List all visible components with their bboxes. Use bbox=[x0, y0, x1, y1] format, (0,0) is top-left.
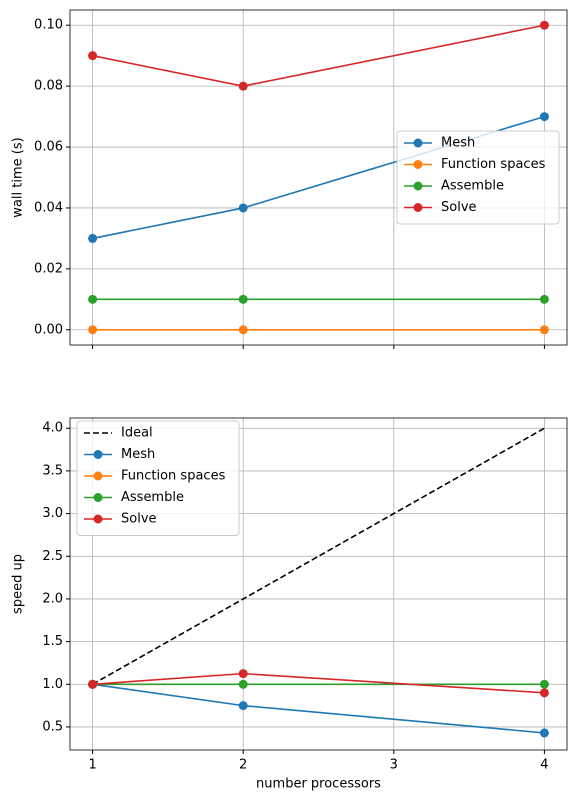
y-axis-label: speed up bbox=[11, 554, 26, 614]
data-point bbox=[238, 294, 248, 304]
legend-label: Solve bbox=[121, 512, 157, 527]
legend-box bbox=[76, 420, 240, 536]
y-tick-label: 1.0 bbox=[42, 677, 63, 692]
y-tick-label: 0.08 bbox=[34, 79, 63, 94]
data-point bbox=[539, 20, 549, 30]
legend-label: Assemble bbox=[121, 490, 184, 505]
legend-marker bbox=[93, 471, 103, 481]
data-point bbox=[539, 294, 549, 304]
y-tick-label: 1.5 bbox=[42, 634, 63, 649]
data-point bbox=[88, 51, 98, 61]
series-line bbox=[92, 672, 545, 694]
legend-marker bbox=[93, 514, 103, 524]
plot-frame bbox=[69, 417, 568, 751]
data-point bbox=[238, 669, 248, 679]
y-tick-label: 0.06 bbox=[34, 140, 63, 155]
x-axis-label: number processors bbox=[256, 777, 381, 792]
legend-marker bbox=[413, 181, 423, 191]
legend-box bbox=[396, 130, 560, 225]
x-tick-label: 1 bbox=[88, 758, 96, 773]
data-point bbox=[88, 325, 98, 335]
legend-marker bbox=[93, 493, 103, 502]
data-point bbox=[88, 679, 98, 689]
x-tick-label: 2 bbox=[239, 758, 247, 773]
y-tick-label: 0.04 bbox=[34, 200, 63, 215]
legend-marker bbox=[413, 138, 423, 148]
legend-label: Function spaces bbox=[121, 469, 226, 484]
data-point bbox=[88, 294, 98, 304]
y-tick-label: 0.02 bbox=[34, 261, 63, 276]
data-point bbox=[539, 728, 549, 738]
y-tick-label: 0.5 bbox=[42, 719, 63, 734]
legend-marker bbox=[93, 450, 103, 459]
series-line bbox=[92, 683, 545, 734]
legend: Ideal Mesh Function spaces Assemble Solve bbox=[76, 420, 240, 536]
series-line bbox=[92, 427, 545, 685]
legend-label: Mesh bbox=[441, 136, 475, 151]
y-tick-label: 0.10 bbox=[34, 18, 63, 33]
data-point bbox=[238, 679, 248, 689]
y-tick-label: 3.5 bbox=[42, 463, 63, 478]
legend-label: Solve bbox=[441, 200, 477, 215]
y-tick-label: 4.0 bbox=[42, 421, 63, 436]
data-point bbox=[238, 325, 248, 335]
x-tick-label: 4 bbox=[540, 758, 548, 773]
series-line bbox=[92, 24, 545, 87]
y-tick-label: 3.0 bbox=[42, 506, 63, 521]
plot-frame bbox=[69, 9, 568, 346]
y-tick-label: 2.5 bbox=[42, 549, 63, 564]
data-point bbox=[539, 688, 549, 698]
legend-label: Assemble bbox=[441, 179, 504, 194]
data-point bbox=[238, 203, 248, 213]
legend-label: Mesh bbox=[121, 447, 155, 462]
data-point bbox=[238, 701, 248, 711]
legend-label: Function spaces bbox=[441, 157, 546, 172]
y-tick-label: 0.00 bbox=[34, 322, 63, 337]
data-point bbox=[88, 233, 98, 243]
x-tick-label: 3 bbox=[390, 758, 398, 773]
legend-label: Ideal bbox=[121, 426, 153, 441]
legend: Mesh Function spaces Assemble Solve bbox=[396, 130, 560, 225]
legend-marker bbox=[413, 160, 423, 169]
legend-marker bbox=[413, 203, 423, 212]
data-point bbox=[539, 325, 549, 335]
y-axis-label: wall time (s) bbox=[11, 137, 26, 217]
y-tick-label: 2.0 bbox=[42, 591, 63, 606]
data-point bbox=[238, 81, 248, 91]
data-point bbox=[539, 679, 549, 689]
data-point bbox=[539, 112, 549, 122]
